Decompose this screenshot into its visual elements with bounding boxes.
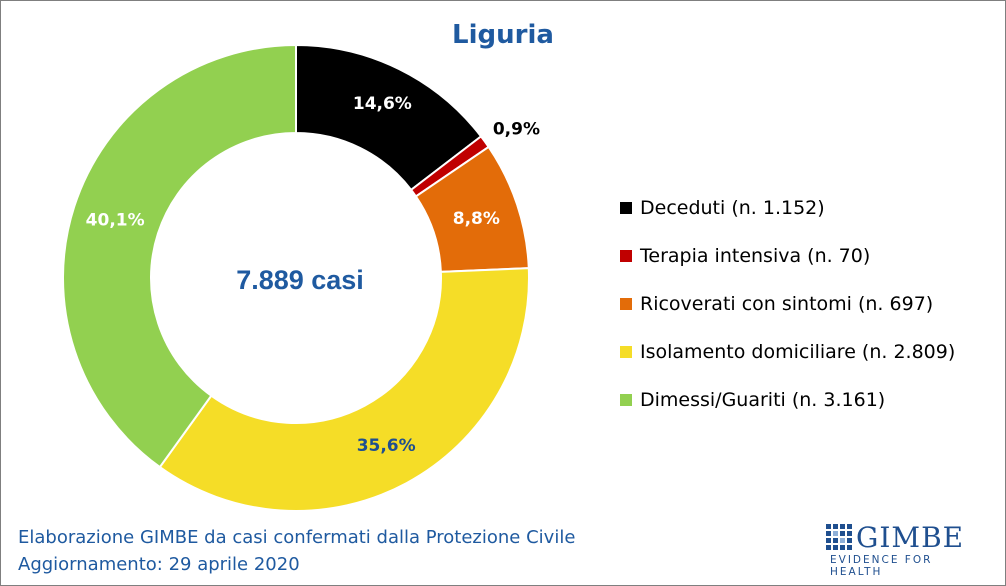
legend-swatch bbox=[620, 202, 632, 214]
legend-label: Isolamento domiciliare (n. 2.809) bbox=[640, 341, 956, 363]
legend-label: Dimessi/Guariti (n. 3.161) bbox=[640, 389, 886, 411]
legend-label: Deceduti (n. 1.152) bbox=[640, 197, 825, 219]
legend-item: Terapia intensiva (n. 70) bbox=[620, 244, 1000, 268]
footer-line-update: Aggiornamento: 29 aprile 2020 bbox=[18, 554, 300, 575]
slice-percent-label: 0,9% bbox=[493, 120, 540, 140]
legend-item: Isolamento domiciliare (n. 2.809) bbox=[620, 340, 1000, 364]
center-label: 7.889 casi bbox=[236, 265, 364, 295]
logo-tagline: EVIDENCE FOR HEALTH bbox=[830, 554, 933, 578]
gimbe-grid-icon bbox=[826, 524, 852, 550]
legend-item: Ricoverati con sintomi (n. 697) bbox=[620, 292, 1000, 316]
slice-percent-label: 35,6% bbox=[357, 436, 416, 456]
gimbe-logo: GIMBE EVIDENCE FOR HEALTH bbox=[826, 520, 986, 578]
legend-label: Terapia intensiva (n. 70) bbox=[640, 245, 871, 267]
legend-label: Ricoverati con sintomi (n. 697) bbox=[640, 293, 934, 315]
legend-swatch bbox=[620, 346, 632, 358]
slice-labels: 14,6% 0,9% 8,8% 35,6% 40,1% bbox=[86, 94, 540, 456]
slice-percent-label: 8,8% bbox=[453, 209, 500, 229]
legend-swatch bbox=[620, 394, 632, 406]
donut-slice bbox=[62, 43, 297, 469]
footer-note: Elaborazione GIMBE da casi confermati da… bbox=[18, 524, 575, 578]
donut-slices bbox=[62, 43, 530, 512]
legend-item: Deceduti (n. 1.152) bbox=[620, 196, 1000, 220]
legend-item: Dimessi/Guariti (n. 3.161) bbox=[620, 388, 1000, 412]
legend-swatch bbox=[620, 298, 632, 310]
logo-name: GIMBE bbox=[856, 521, 965, 554]
legend-swatch bbox=[620, 250, 632, 262]
slice-percent-label: 14,6% bbox=[353, 94, 412, 114]
footer-line-source: Elaborazione GIMBE da casi confermati da… bbox=[18, 527, 576, 548]
chart-title: Liguria bbox=[452, 20, 554, 50]
legend: Deceduti (n. 1.152) Terapia intensiva (n.… bbox=[620, 196, 1000, 436]
slice-percent-label: 40,1% bbox=[86, 211, 145, 231]
donut-slice bbox=[158, 267, 530, 512]
